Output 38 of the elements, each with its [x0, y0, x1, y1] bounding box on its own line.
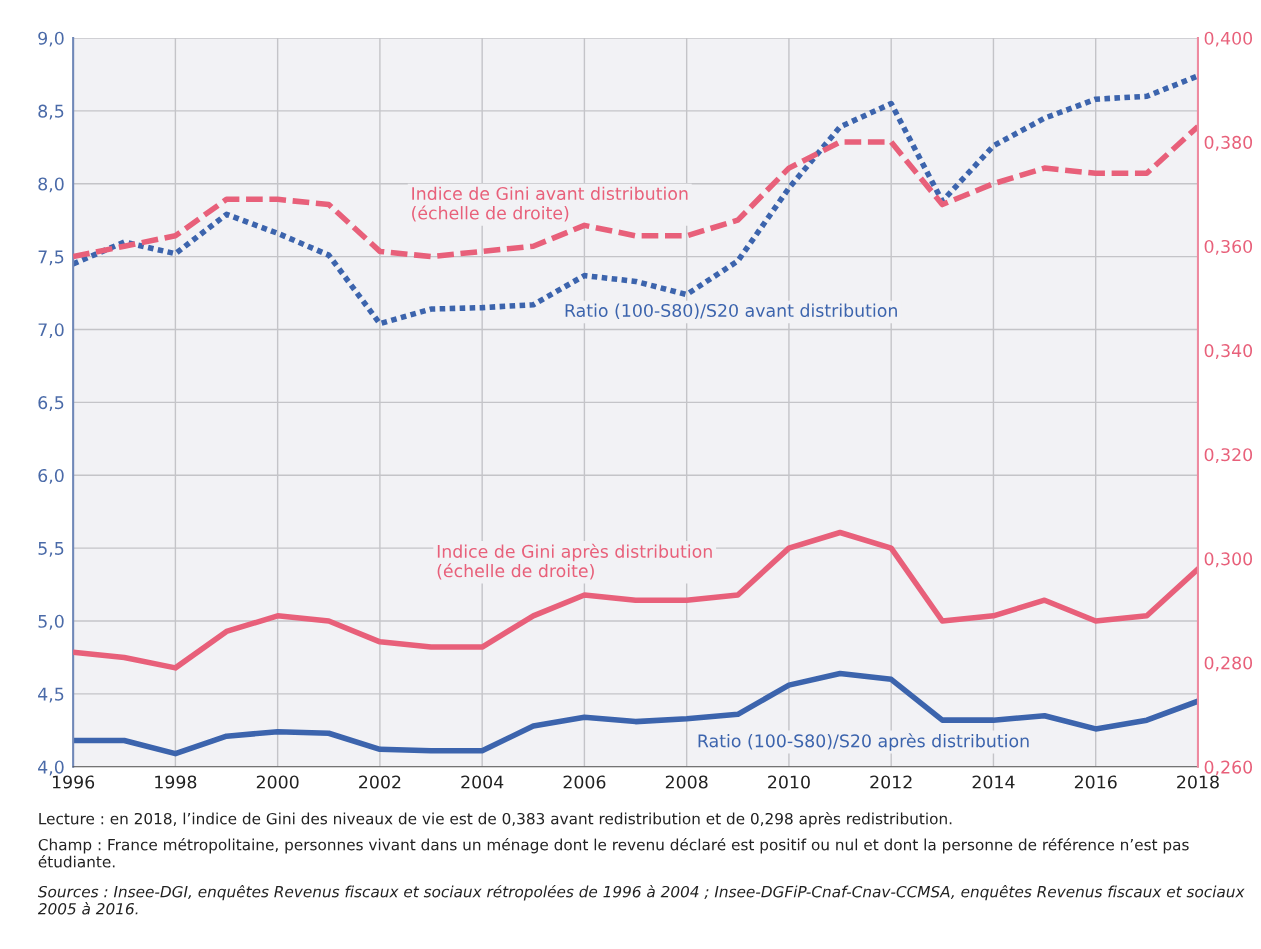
- y2-tick-label: 0,280: [1204, 656, 1253, 672]
- y-tick-label: 9,0: [38, 31, 64, 47]
- x-tick-label: 2018: [1177, 775, 1219, 789]
- source-note: Sources : Insee-DGI, enquêtes Revenus fiscaux et sociaux rétropolées de 1996 à 2004 ; Insee-DGFiP-Cnaf-Cnav-CCMSA, enquêtes Revenus fiscaux et sociaux 2005 à 2016.: [37, 885, 1245, 915]
- text: Lecture : en 2018, l’indice de Gini des niveaux de vie est de 0,383 avant redistribution et de 0,298 après redistribution.: [39, 812, 952, 828]
- x-tick-label: 2004: [461, 775, 504, 789]
- y-tick-label: 6,5: [38, 396, 64, 411]
- y2-tick-label: 0,380: [1204, 135, 1253, 151]
- series-label: Indice de Gini avant distribution (échelle de droite): [412, 186, 688, 222]
- x-tick-label: 1996: [52, 775, 95, 789]
- x-tick-label: 2002: [359, 775, 401, 789]
- series-label: Ratio (100-S80)/S20 après distribution: [698, 733, 1029, 751]
- y-tick-label: 6,0: [38, 468, 64, 484]
- x-tick-label: 2014: [972, 775, 1015, 789]
- text: Champ : France métropolitaine, personnes vivant dans un ménage dont le revenu déclaré est positif ou nul et dont la personne de référence n’est pas étudiante.: [38, 838, 1189, 868]
- y-tick-label: 5,5: [38, 542, 64, 557]
- x-tick-label: 2006: [563, 775, 606, 789]
- y2-tick-label: 0,300: [1204, 552, 1253, 568]
- y-tick-label: 4,5: [38, 687, 64, 703]
- y-tick-label: 8,5: [38, 104, 64, 120]
- y2-tick-label: 0,360: [1204, 239, 1253, 255]
- y2-tick-label: 0,400: [1204, 31, 1253, 47]
- y2-tick-label: 0,320: [1204, 448, 1253, 464]
- x-tick-label: 2010: [768, 775, 810, 789]
- x-tick-label: 2000: [256, 775, 299, 789]
- x-tick-label: 2012: [870, 775, 912, 789]
- y2-tick-label: 0,340: [1204, 344, 1253, 359]
- y2-tick-label: 0,260: [1204, 760, 1253, 776]
- series-label: Ratio (100-S80)/S20 avant distribution: [565, 303, 897, 320]
- y-tick-label: 5,0: [38, 614, 64, 630]
- y-tick-label: 7,0: [38, 323, 64, 339]
- y-tick-label: 7,5: [38, 250, 64, 266]
- y-tick-label: 4,0: [38, 760, 64, 776]
- x-tick-label: 2008: [665, 775, 708, 789]
- y-tick-label: 8,0: [38, 177, 64, 193]
- x-tick-label: 2016: [1074, 775, 1117, 789]
- series-label: Indice de Gini après distribution (échelle de droite): [437, 543, 712, 580]
- x-tick-label: 1998: [155, 775, 197, 789]
